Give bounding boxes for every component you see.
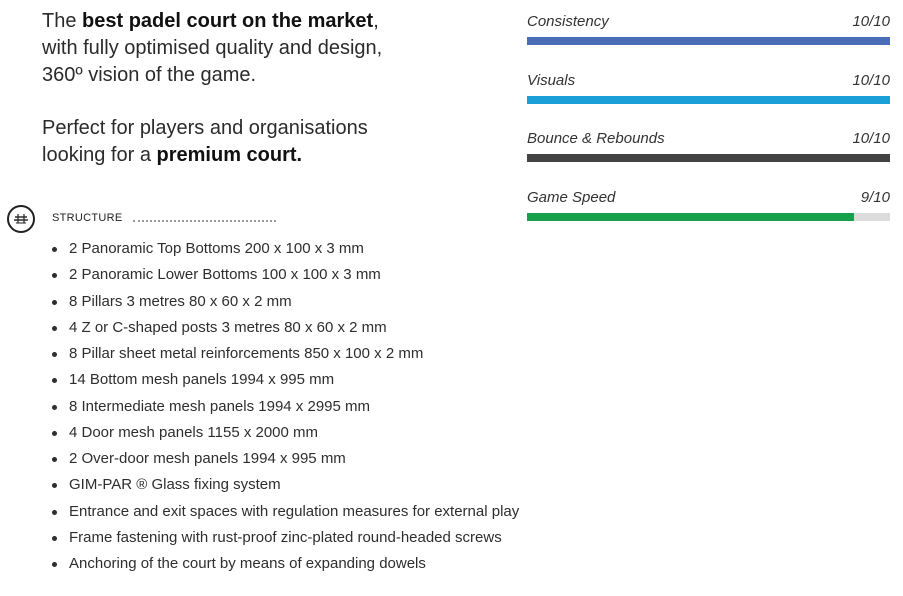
list-item: 8 Pillars 3 metres 80 x 60 x 2 mm	[50, 289, 519, 315]
rating-bar-track	[527, 95, 890, 104]
structure-title: STRUCTURE	[52, 212, 123, 224]
rating-bounce-rebounds: Bounce & Rebounds 10/10	[527, 129, 890, 188]
rating-score: 10/10	[852, 13, 890, 30]
list-item: 14 Bottom mesh panels 1994 x 995 mm	[50, 367, 519, 393]
intro-line1-prefix: The	[42, 10, 83, 32]
list-item: 2 Panoramic Top Bottoms 200 x 100 x 3 mm	[50, 236, 519, 262]
rating-bar-fill	[527, 212, 854, 221]
rating-bar-fill	[527, 95, 890, 104]
intro-paragraph-2: Perfect for players and organisations lo…	[42, 115, 482, 169]
rating-bar-track	[527, 37, 890, 45]
structure-list: 2 Panoramic Top Bottoms 200 x 100 x 3 mm…	[50, 236, 519, 577]
rating-bar-fill	[527, 37, 890, 45]
rating-bar-track	[527, 154, 890, 162]
rating-score: 10/10	[852, 130, 890, 147]
list-item: 2 Over-door mesh panels 1994 x 995 mm	[50, 446, 519, 472]
intro-p2-bold: premium court.	[156, 144, 303, 166]
rating-consistency: Consistency 10/10	[527, 12, 890, 71]
rating-bar-track	[527, 212, 890, 221]
rating-label: Consistency	[527, 13, 609, 30]
intro-line1-suffix: ,	[373, 10, 379, 32]
list-item: 8 Pillar sheet metal reinforcements 850 …	[50, 341, 519, 367]
intro-line3: 360º vision of the game.	[42, 64, 257, 86]
rating-score: 9/10	[860, 188, 890, 206]
rating-label: Game Speed	[527, 188, 616, 206]
intro-line1-bold: best padel court on the market	[82, 10, 374, 32]
ratings-panel: Consistency 10/10 Visuals 10/10 Bounce &…	[527, 12, 890, 246]
rating-label: Visuals	[527, 71, 576, 89]
list-item: 4 Door mesh panels 1155 x 2000 mm	[50, 420, 519, 446]
list-item: 8 Intermediate mesh panels 1994 x 2995 m…	[50, 394, 519, 420]
intro-p2-line1: Perfect for players and organisations	[42, 117, 368, 139]
list-item: Entrance and exit spaces with regulation…	[50, 499, 519, 525]
structure-divider	[133, 220, 276, 222]
list-item: 2 Panoramic Lower Bottoms 100 x 100 x 3 …	[50, 262, 519, 288]
list-item: Frame fastening with rust-proof zinc-pla…	[50, 525, 519, 551]
intro-line2: with fully optimised quality and design,	[42, 37, 383, 59]
rating-label: Bounce & Rebounds	[527, 130, 665, 147]
list-item: Anchoring of the court by means of expan…	[50, 551, 519, 577]
list-item: 4 Z or C-shaped posts 3 metres 80 x 60 x…	[50, 315, 519, 341]
rating-score: 10/10	[852, 71, 890, 89]
intro-p2-prefix: looking for a	[42, 144, 157, 166]
list-item: GIM-PAR ® Glass fixing system	[50, 472, 519, 498]
rating-visuals: Visuals 10/10	[527, 71, 890, 130]
intro-text: The best padel court on the market, with…	[42, 8, 482, 169]
intro-paragraph-1: The best padel court on the market, with…	[42, 8, 482, 89]
structure-header: STRUCTURE	[7, 204, 287, 236]
rating-game-speed: Game Speed 9/10	[527, 188, 890, 247]
rating-bar-fill	[527, 154, 890, 162]
structure-icon	[7, 205, 35, 233]
